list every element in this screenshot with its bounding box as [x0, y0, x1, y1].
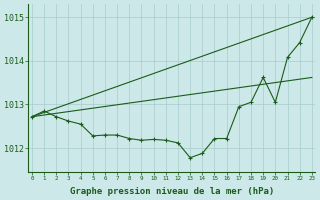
X-axis label: Graphe pression niveau de la mer (hPa): Graphe pression niveau de la mer (hPa): [70, 187, 274, 196]
